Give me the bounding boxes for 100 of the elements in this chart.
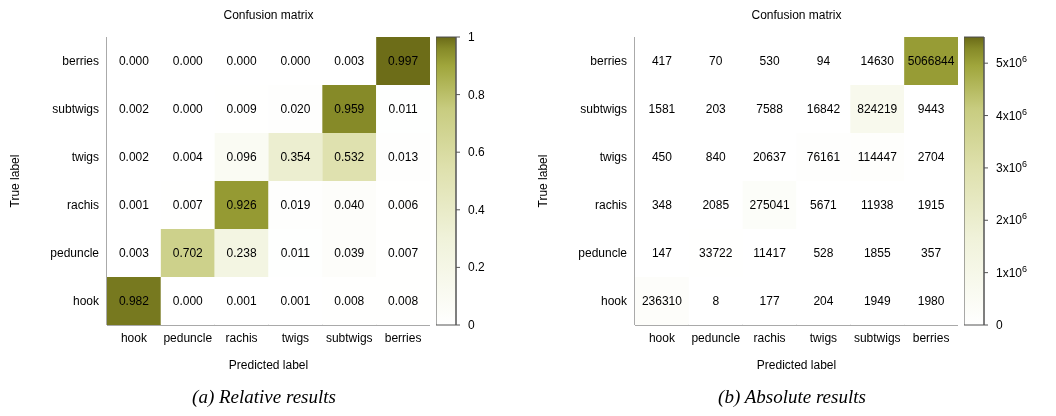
data-label: 0.011	[280, 246, 311, 260]
y-tick-label: berries	[590, 54, 627, 69]
data-label: 530	[759, 54, 780, 68]
y-tick-label: twigs	[71, 150, 99, 165]
chart-title: Confusion matrix	[222, 8, 315, 22]
data-label: 0.007	[172, 198, 204, 212]
data-label: 1581	[648, 102, 676, 116]
x-tick-label: peduncle	[691, 330, 741, 345]
color-bar-label: 5x10$^{6}$	[996, 54, 1028, 71]
data-label: 0.000	[172, 54, 204, 68]
data-label: 0.019	[280, 198, 311, 212]
data-label: 275041	[749, 198, 790, 212]
color-bar-label: 1	[468, 30, 475, 44]
color-bar-label: 0.8	[468, 87, 486, 102]
data-label: 1949	[863, 294, 891, 308]
data-label: 2704	[917, 150, 945, 164]
data-label: 0.004	[172, 150, 204, 164]
x-axis-title: Predicted label	[756, 358, 837, 372]
data-label: 528	[813, 246, 834, 260]
data-label: 76161	[806, 150, 841, 164]
data-label: 70	[709, 54, 723, 68]
data-label: 1915	[917, 198, 945, 212]
data-label: 824219	[857, 102, 898, 116]
color-bar-label: 0	[468, 318, 475, 332]
y-axis-title: True label	[8, 154, 23, 208]
data-label: 0.000	[172, 102, 204, 116]
data-label: 0.020	[280, 102, 311, 116]
y-tick-label: rachis	[66, 198, 99, 213]
data-label: 0.009	[226, 102, 257, 116]
y-tick-label: peduncle	[578, 246, 628, 261]
data-label: 0.008	[388, 294, 419, 308]
y-tick-label: rachis	[594, 198, 627, 213]
data-label: 94	[816, 54, 831, 68]
data-label: 203	[705, 102, 727, 116]
data-label: 0.000	[172, 294, 204, 308]
y-tick-label: berries	[62, 54, 99, 69]
data-label: 204	[813, 294, 834, 308]
data-label: 2085	[702, 198, 730, 212]
data-label: 0.001	[280, 294, 311, 308]
data-label: 0.000	[118, 54, 150, 68]
data-label: 0.039	[334, 246, 365, 260]
data-label: 0.000	[226, 54, 257, 68]
data-label: 0.926	[226, 198, 257, 212]
data-label: 0.702	[172, 246, 204, 260]
data-label: 7588	[756, 102, 784, 116]
data-label: 0.238	[226, 246, 257, 260]
data-label: 0.001	[118, 198, 150, 212]
data-label: 16842	[806, 102, 841, 116]
text: (a) Relative results	[191, 386, 337, 408]
data-label: 1980	[917, 294, 945, 308]
y-tick-label: hook	[72, 294, 100, 309]
color-bar-label: 4x10$^{6}$	[996, 106, 1028, 123]
data-label: 0.997	[388, 54, 419, 68]
y-tick-label: peduncle	[50, 246, 100, 261]
x-tick-label: berries	[384, 330, 422, 345]
x-tick-label: rachis	[225, 330, 258, 345]
data-label: 147	[651, 246, 673, 260]
x-tick-label: hook	[120, 330, 148, 345]
y-tick-label: subtwigs	[580, 102, 627, 117]
x-tick-label: subtwigs	[325, 330, 373, 345]
data-label: 0.003	[334, 54, 365, 68]
data-label: 8	[712, 294, 720, 308]
y-tick-label: twigs	[599, 150, 627, 165]
data-label: 11938	[861, 198, 894, 212]
data-label: 9443	[917, 102, 945, 116]
data-label: 0.007	[388, 246, 419, 260]
color-bar-label: 0.4	[468, 202, 486, 217]
data-label: 0.008	[334, 294, 365, 308]
data-label: 0.002	[118, 102, 150, 116]
x-tick-label: hook	[648, 330, 676, 345]
color-bar-label: 1x10$^{6}$	[996, 263, 1028, 280]
data-label: 114447	[857, 150, 898, 164]
data-label: 450	[651, 150, 673, 164]
data-label: 357	[921, 246, 942, 260]
data-label: 0.096	[226, 150, 257, 164]
y-tick-label: hook	[600, 294, 628, 309]
data-label: 33722	[699, 246, 733, 260]
data-label: 0.001	[226, 294, 257, 308]
color-bar-label: 3x10$^{6}$	[996, 158, 1028, 175]
chart-title: Confusion matrix	[750, 8, 843, 22]
data-label: 0.013	[388, 150, 419, 164]
x-axis-title: Predicted label	[228, 358, 309, 372]
color-bar-label: 0.6	[468, 145, 486, 160]
data-label: 236310	[641, 294, 683, 308]
y-tick-label: subtwigs	[52, 102, 99, 117]
data-label: 0.011	[388, 102, 418, 116]
text: (b) Absolute results	[717, 386, 867, 408]
color-bar-label: 2x10$^{6}$	[996, 211, 1028, 228]
data-label: 5671	[810, 198, 838, 212]
data-label: 0.003	[118, 246, 150, 260]
color-bar-label: 0	[996, 318, 1003, 332]
data-label: 0.000	[280, 54, 311, 68]
data-label: 0.982	[118, 294, 150, 308]
data-label: 348	[651, 198, 673, 212]
x-tick-label: twigs	[281, 330, 310, 345]
data-label: 20637	[752, 150, 787, 164]
x-tick-label: subtwigs	[853, 330, 901, 345]
data-label: 417	[651, 54, 673, 68]
data-label: 840	[705, 150, 727, 164]
data-label: 0.006	[388, 198, 419, 212]
